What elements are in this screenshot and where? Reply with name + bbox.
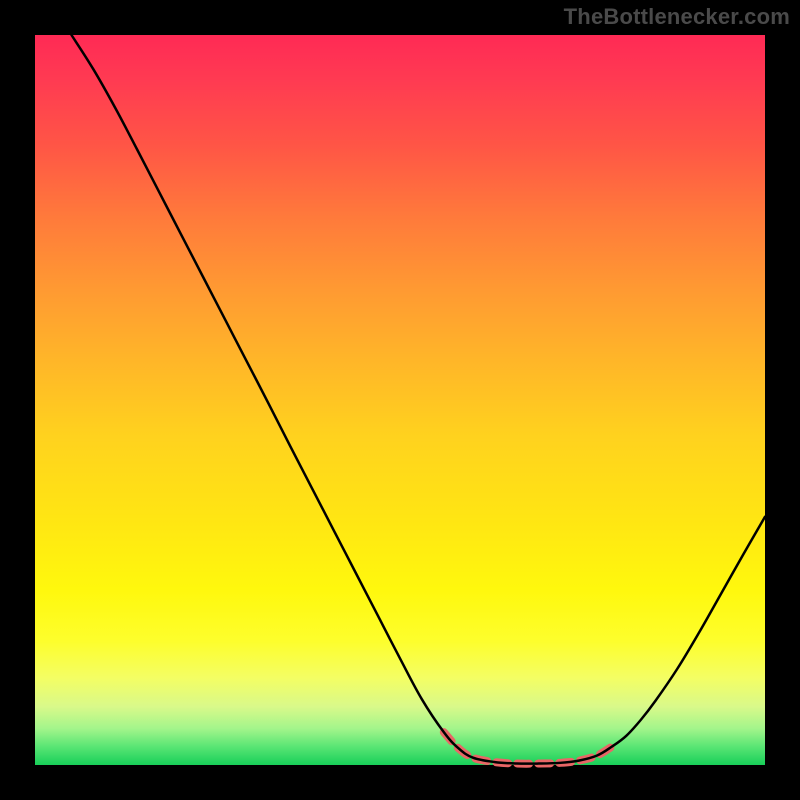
watermark-text: TheBottlenecker.com xyxy=(564,4,790,30)
bottleneck-chart-svg xyxy=(0,0,800,800)
chart-stage: TheBottlenecker.com xyxy=(0,0,800,800)
plot-background xyxy=(35,35,765,765)
